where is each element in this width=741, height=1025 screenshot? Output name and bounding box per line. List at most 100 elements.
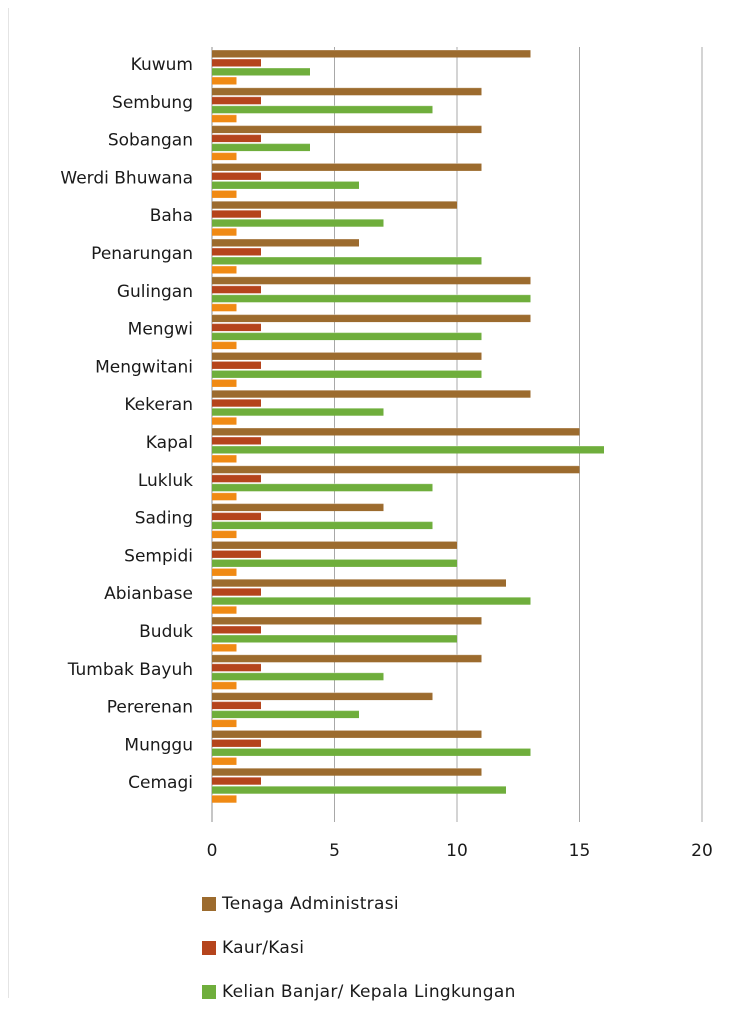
bar [212,465,580,474]
bar [212,408,384,416]
bar [212,190,237,198]
bar [212,492,237,501]
category-label: Cemagi [128,773,193,793]
category-label: Penarungan [91,244,193,264]
bar [212,276,531,285]
category-label: Gulingan [117,282,193,302]
bar [212,644,237,652]
bar [212,210,261,218]
category-label: Kuwum [131,55,193,75]
bar [212,285,261,294]
category-label: Sempidi [124,546,193,566]
bar [212,777,261,785]
bar [212,568,237,576]
bar [212,379,237,387]
bar [212,521,433,530]
bar [212,663,261,672]
bar [212,96,261,105]
legend-item-kaur-kasi: Kaur/Kasi [202,937,516,959]
bar [212,294,531,303]
bar [212,257,482,265]
bar [212,390,531,398]
bar [212,248,261,256]
bar [212,68,310,76]
bar [212,219,384,227]
bar [212,550,261,558]
bar [212,681,237,690]
legend-swatch [202,941,216,955]
bar-chart: Kuwum Sembung Sobangan Werdi Bhuwana Baha Pen… [60,47,713,861]
bar [212,417,237,425]
bar [212,748,531,756]
category-label: Sembung [112,93,193,113]
bar [212,654,482,663]
chart-frame [8,8,734,998]
bar [212,134,261,143]
bar [212,152,237,161]
category-label: Buduk [139,622,193,642]
bar [212,105,433,114]
legend: Tenaga Administrasi Kaur/Kasi Kelian Ban… [202,893,516,1025]
x-tick-label: 20 [691,841,713,861]
category-label: Abianbase [104,584,193,604]
bar [212,332,482,341]
bar [212,59,261,67]
legend-label: Tenaga Administrasi [222,894,399,914]
bar [212,352,482,360]
bar [212,730,482,738]
bar [212,314,531,323]
category-label: Werdi Bhuwana [60,168,193,188]
category-label: Baha [150,206,193,226]
bar [212,323,261,332]
bars [212,49,604,803]
bar [212,239,359,247]
bar [212,626,261,634]
bar [212,437,261,445]
bar [212,559,457,567]
category-labels: Kuwum Sembung Sobangan Werdi Bhuwana Baha Pen… [60,55,193,793]
legend-swatch [202,985,216,999]
bar [212,455,237,463]
legend-item-kelian-banjar: Kelian Banjar/ Kepala Lingkungan [202,981,516,1003]
x-tick-label: 0 [207,841,218,861]
bar [212,597,531,605]
legend-label: Kelian Banjar/ Kepala Lingkungan [222,982,516,1002]
bar [212,428,580,436]
bar [212,50,531,58]
bar [212,201,457,209]
bar [212,795,237,803]
x-tick-label: 5 [329,841,340,861]
category-label: Sobangan [108,131,193,151]
bar [212,503,384,512]
bar [212,786,506,794]
bar [212,87,482,96]
bar [212,181,359,189]
category-label: Mengwitani [95,357,193,377]
x-tick-label: 10 [446,841,468,861]
bar [212,530,237,539]
bar [212,143,310,152]
bar [212,541,457,549]
bar [212,757,237,765]
x-tick-label: 15 [569,841,591,861]
bar [212,163,482,171]
bar [212,617,482,625]
bar [212,579,506,587]
bar [212,370,482,378]
bar [212,303,237,312]
bar [212,768,482,776]
category-label: Munggu [124,735,193,755]
bar [212,672,384,681]
bar [212,692,433,701]
bar [212,399,261,407]
bar [212,635,457,643]
bar [212,719,237,728]
category-label: Lukluk [138,471,193,491]
bar [212,266,237,274]
bar [212,125,482,134]
bar [212,228,237,236]
bar [212,588,261,596]
bar [212,474,261,483]
legend-item-tenaga-administrasi: Tenaga Administrasi [202,893,516,915]
bar [212,483,433,492]
